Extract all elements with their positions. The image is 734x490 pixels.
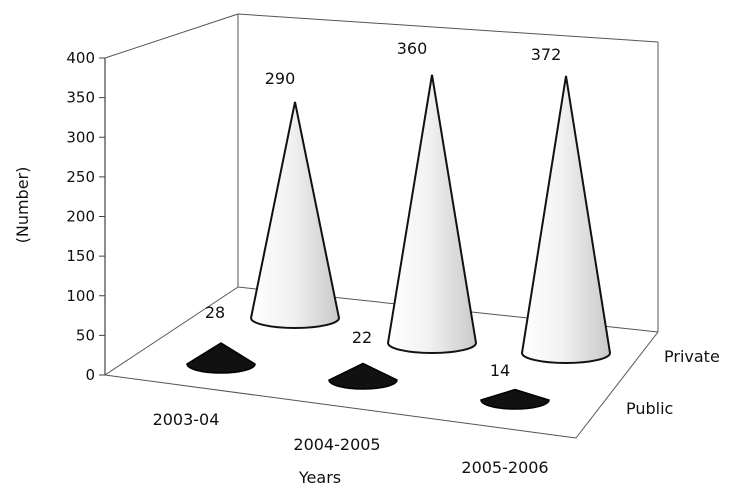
cone-public-2004-2005 [328, 362, 398, 390]
cone-private-2005-2006 [520, 75, 612, 364]
cone-public-body [480, 388, 550, 410]
data-label-private: 290 [265, 69, 296, 88]
cone-private-body [249, 101, 341, 329]
x-axis-categories: 2003-04 2004-2005 2005-2006 [153, 410, 549, 477]
cone-private-2004-2005 [386, 74, 478, 354]
y-axis-title: (Number) [13, 167, 32, 244]
y-tick-label: 50 [76, 326, 95, 344]
data-label-private: 360 [397, 39, 428, 58]
y-tick-label: 350 [66, 89, 95, 107]
public-series [186, 342, 550, 410]
data-label-public: 22 [352, 328, 372, 347]
cone-public-2005-2006 [480, 388, 550, 410]
x-category-label: 2005-2006 [461, 458, 548, 477]
x-category-label: 2003-04 [153, 410, 220, 429]
y-tick-label: 100 [66, 287, 95, 305]
y-tick-label: 0 [85, 366, 95, 384]
data-label-public: 14 [490, 361, 510, 380]
cone-public-body [328, 362, 398, 390]
series-label-private: Private [664, 347, 720, 366]
private-series [249, 74, 612, 364]
depth-axis-labels: Public Private [626, 347, 720, 418]
y-tick-label: 250 [66, 168, 95, 186]
y-tick-label: 300 [66, 128, 95, 146]
cone-private-body [386, 74, 478, 354]
y-axis: 0 50 100 150 200 250 300 350 400 [66, 49, 106, 384]
x-axis-title: Years [298, 468, 341, 487]
series-label-public: Public [626, 399, 673, 418]
cone-private-2003-04 [249, 101, 341, 329]
y-tick-label: 150 [66, 247, 95, 265]
cone-public-body [186, 342, 256, 374]
data-label-private: 372 [531, 45, 562, 64]
cone-private-body [520, 75, 612, 364]
cone-public-2003-04 [186, 342, 256, 374]
y-tick-label: 400 [66, 49, 95, 67]
data-label-public: 28 [205, 303, 225, 322]
data-labels: 290 360 372 28 22 14 [205, 39, 561, 380]
x-category-label: 2004-2005 [293, 435, 380, 454]
y-tick-label: 200 [66, 208, 95, 226]
